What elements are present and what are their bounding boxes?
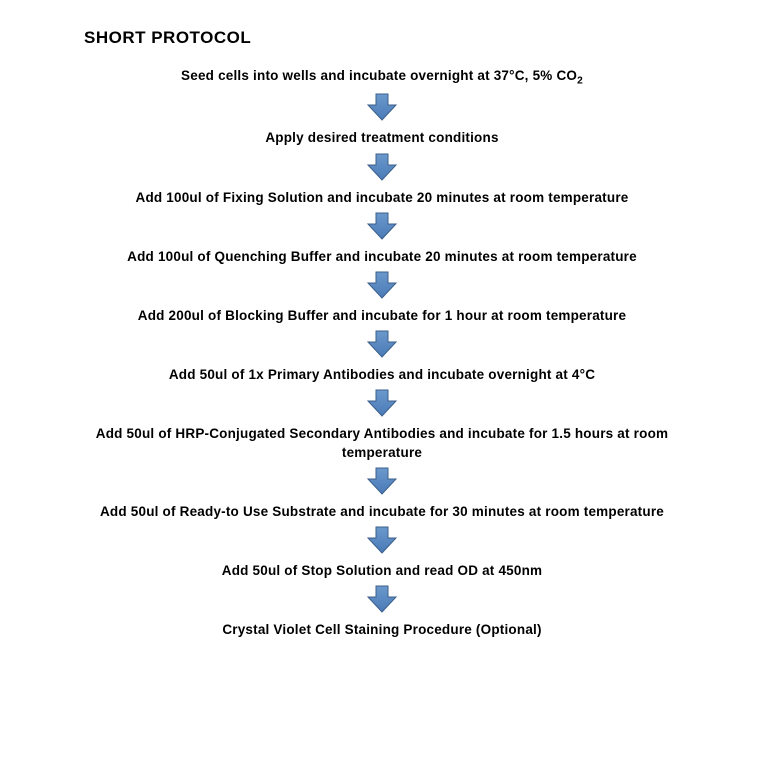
down-arrow-icon [365,466,399,496]
arrow-wrap [365,329,399,359]
arrow-wrap [365,211,399,241]
arrow-wrap [365,152,399,182]
arrow-wrap [365,584,399,614]
protocol-step: Seed cells into wells and incubate overn… [181,67,583,88]
protocol-step: Add 50ul of HRP-Conjugated Secondary Ant… [72,425,692,461]
arrow-wrap [365,270,399,300]
down-arrow-icon [365,584,399,614]
protocol-step: Add 200ul of Blocking Buffer and incubat… [138,307,626,325]
protocol-title: SHORT PROTOCOL [84,28,764,48]
arrow-wrap [365,466,399,496]
down-arrow-icon [365,525,399,555]
down-arrow-icon [365,152,399,182]
protocol-step: Add 50ul of 1x Primary Antibodies and in… [169,366,595,384]
arrow-wrap [365,388,399,418]
protocol-container: SHORT PROTOCOL Seed cells into wells and… [0,0,764,642]
arrow-wrap [365,92,399,122]
protocol-step: Add 50ul of Ready-to Use Substrate and i… [100,503,664,521]
down-arrow-icon [365,211,399,241]
down-arrow-icon [365,92,399,122]
protocol-step: Crystal Violet Cell Staining Procedure (… [222,621,541,639]
protocol-step: Add 100ul of Fixing Solution and incubat… [136,189,629,207]
arrow-wrap [365,525,399,555]
protocol-step: Apply desired treatment conditions [265,129,498,147]
down-arrow-icon [365,329,399,359]
down-arrow-icon [365,270,399,300]
protocol-step: Add 100ul of Quenching Buffer and incuba… [127,248,637,266]
protocol-step: Add 50ul of Stop Solution and read OD at… [222,562,542,580]
down-arrow-icon [365,388,399,418]
protocol-flow: Seed cells into wells and incubate overn… [0,66,764,642]
